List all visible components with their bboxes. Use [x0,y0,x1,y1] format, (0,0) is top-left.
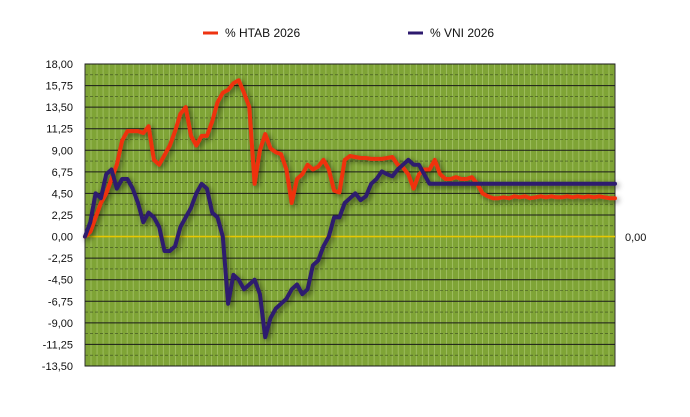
y-tick-label: 2,25 [52,210,73,222]
y-tick-label: 15,75 [45,81,73,93]
y-tick-label: 4,50 [52,188,73,200]
y-axis-tick-labels: 18,00 15,75 13,50 11,25 9,00 6,75 4,50 2,25 0,00… [42,59,73,373]
series-lines [83,78,617,340]
y-tick-label: -6,75 [48,296,73,308]
y-tick-label: 6,75 [52,167,73,179]
y-tick-label: 0,00 [52,232,73,244]
right-value-label: 0,00 [625,232,646,244]
y-tick-label: 13,50 [45,102,73,114]
legend-label-htab: % HTAB 2026 [225,26,300,40]
horizontal-gridlines [85,63,615,367]
y-tick-label: -11,25 [43,339,73,351]
y-tick-label: -13,50 [42,361,73,373]
series-line-vni [83,157,617,340]
series-line-htab [83,78,617,239]
y-tick-label: 11,25 [46,124,73,136]
y-tick-label: -9,00 [48,318,73,330]
legend-label-vni: % VNI 2026 [430,26,494,40]
y-tick-label: -2,25 [48,253,73,265]
y-tick-label: -4,50 [48,275,73,287]
y-tick-label: 18,00 [45,59,73,71]
y-tick-label: 9,00 [52,145,73,157]
legend: % HTAB 2026 % VNI 2026 [203,26,494,40]
